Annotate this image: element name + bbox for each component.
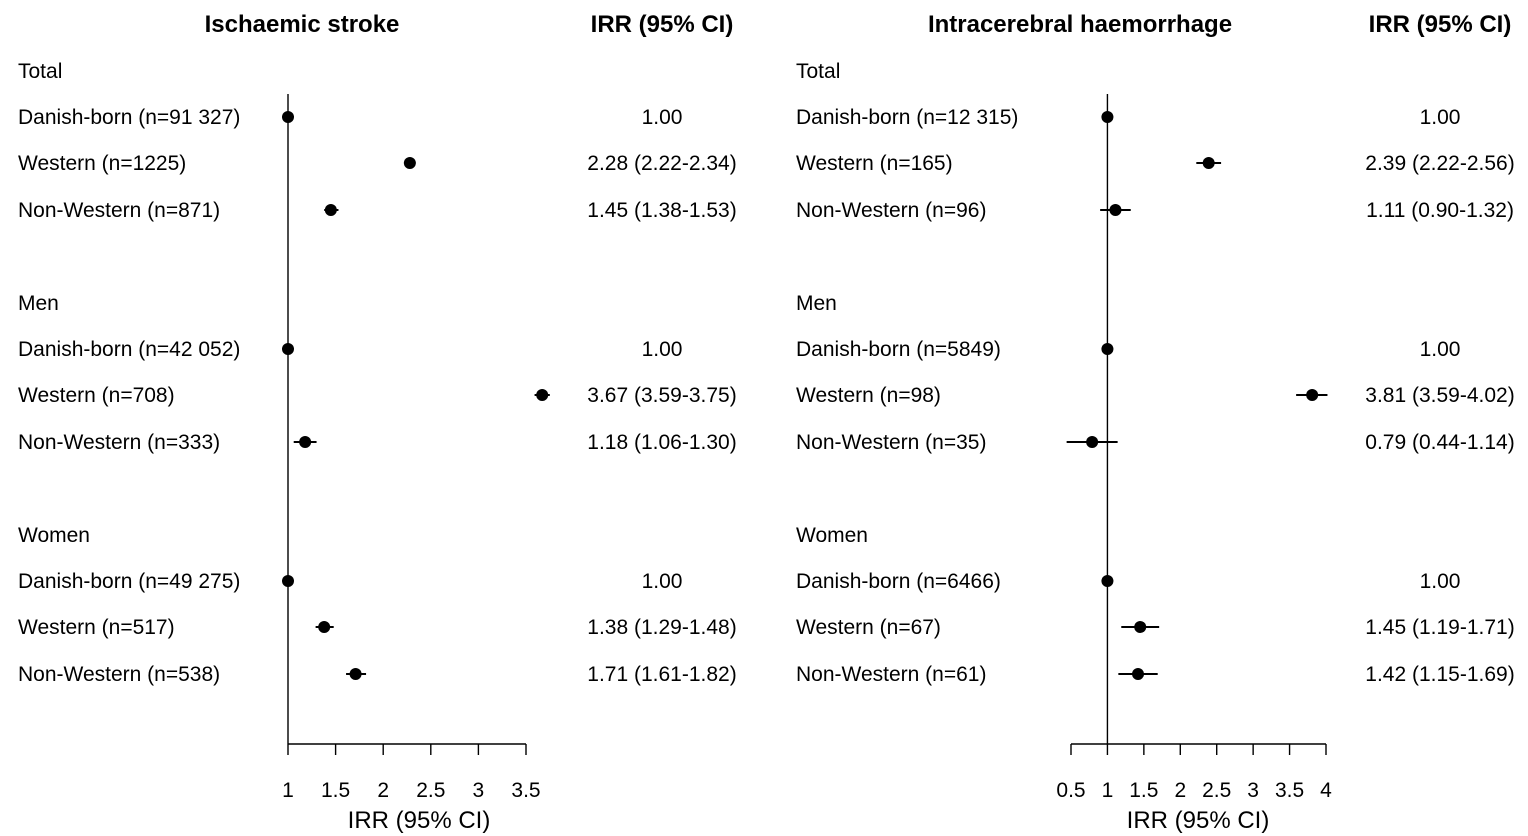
x-tick-label: 3.5	[511, 779, 540, 802]
estimate-text: 2.39 (2.22-2.56)	[1365, 152, 1514, 175]
estimate-text: 3.81 (3.59-4.02)	[1365, 384, 1514, 407]
estimate-text: 3.67 (3.59-3.75)	[587, 384, 736, 407]
estimate-point	[403, 157, 416, 169]
estimate-text: 1.38 (1.29-1.48)	[587, 616, 736, 639]
estimate-point	[1101, 343, 1114, 355]
row-label: Non-Western (n=538)	[18, 663, 220, 686]
row-label: Danish-born (n=49 275)	[18, 570, 240, 593]
x-tick-label: 3.5	[1275, 779, 1304, 802]
estimate-text: 1.42 (1.15-1.69)	[1365, 663, 1514, 686]
estimate-point	[1132, 668, 1145, 680]
estimate-point	[536, 389, 549, 401]
estimate-point	[282, 343, 294, 355]
x-tick-label: 2	[377, 779, 389, 802]
estimate-point	[1109, 204, 1122, 216]
row-label: Danish-born (n=6466)	[796, 570, 1001, 593]
group-label: Women	[18, 524, 90, 547]
x-tick-label: 2.5	[416, 779, 445, 802]
estimate-text: 1.71 (1.61-1.82)	[587, 663, 736, 686]
estimate-point	[349, 668, 362, 680]
panel-title: Intracerebral haemorrhage	[928, 11, 1232, 38]
row-label: Non-Western (n=333)	[18, 431, 220, 454]
x-tick-label: 0.5	[1056, 779, 1085, 802]
x-tick-label: 1.5	[321, 779, 350, 802]
forest-panel-2: Intracerebral haemorrhage IRR (95% CI) Tot…	[796, 11, 1515, 834]
estimate-text: 2.28 (2.22-2.34)	[587, 152, 736, 175]
estimate-text: 1.00	[642, 338, 683, 361]
row-label: Western (n=67)	[796, 616, 941, 639]
estimate-text: 1.00	[642, 570, 683, 593]
estimate-text: 1.45 (1.38-1.53)	[587, 199, 736, 222]
estimate-point	[1306, 389, 1319, 401]
estimate-point	[299, 436, 312, 448]
row-label: Western (n=1225)	[18, 152, 186, 175]
row-label: Non-Western (n=96)	[796, 199, 986, 222]
estimate-text: 1.00	[1420, 106, 1461, 129]
group-label: Total	[18, 60, 62, 83]
row-label: Danish-born (n=42 052)	[18, 338, 240, 361]
row-label: Danish-born (n=91 327)	[18, 106, 240, 129]
estimate-text: 1.11 (0.90-1.32)	[1366, 199, 1514, 222]
estimate-text: 1.00	[1420, 570, 1461, 593]
row-label: Non-Western (n=871)	[18, 199, 220, 222]
estimate-point	[1101, 575, 1114, 587]
panel-title: Ischaemic stroke	[205, 11, 400, 38]
x-tick-label: 1	[1102, 779, 1114, 802]
row-label: Western (n=517)	[18, 616, 175, 639]
x-tick-label: 2.5	[1202, 779, 1231, 802]
row-label: Non-Western (n=35)	[796, 431, 986, 454]
estimate-point	[324, 204, 337, 216]
group-label: Men	[796, 292, 837, 315]
estimate-text: 0.79 (0.44-1.14)	[1365, 431, 1514, 454]
x-tick-label: 1	[282, 779, 294, 802]
x-tick-label: 4	[1320, 779, 1332, 802]
forest-panel-1: Ischaemic stroke IRR (95% CI) Total Danish-…	[18, 11, 737, 834]
ci-column-header: IRR (95% CI)	[1369, 11, 1512, 38]
row-label: Danish-born (n=5849)	[796, 338, 1001, 361]
x-axis-label: IRR (95% CI)	[348, 807, 491, 834]
estimate-text: 1.45 (1.19-1.71)	[1365, 616, 1514, 639]
estimate-point	[282, 575, 294, 587]
x-tick-label: 3	[473, 779, 485, 802]
estimate-point	[282, 111, 294, 123]
group-label: Men	[18, 292, 59, 315]
estimate-text: 1.00	[1420, 338, 1461, 361]
estimate-point	[1134, 621, 1147, 633]
row-label: Danish-born (n=12 315)	[796, 106, 1018, 129]
row-label: Western (n=98)	[796, 384, 941, 407]
row-label: Western (n=165)	[796, 152, 953, 175]
group-label: Women	[796, 524, 868, 547]
x-axis-label: IRR (95% CI)	[1127, 807, 1270, 834]
group-label: Total	[796, 60, 840, 83]
ci-column-header: IRR (95% CI)	[591, 11, 734, 38]
estimate-text: 1.18 (1.06-1.30)	[587, 431, 736, 454]
x-tick-label: 2	[1174, 779, 1186, 802]
row-label: Non-Western (n=61)	[796, 663, 986, 686]
x-tick-label: 3	[1247, 779, 1259, 802]
estimate-point	[1202, 157, 1215, 169]
estimate-text: 1.00	[642, 106, 683, 129]
estimate-point	[1101, 111, 1114, 123]
estimate-point	[318, 621, 331, 633]
x-tick-label: 1.5	[1129, 779, 1158, 802]
estimate-point	[1086, 436, 1099, 448]
row-label: Western (n=708)	[18, 384, 175, 407]
